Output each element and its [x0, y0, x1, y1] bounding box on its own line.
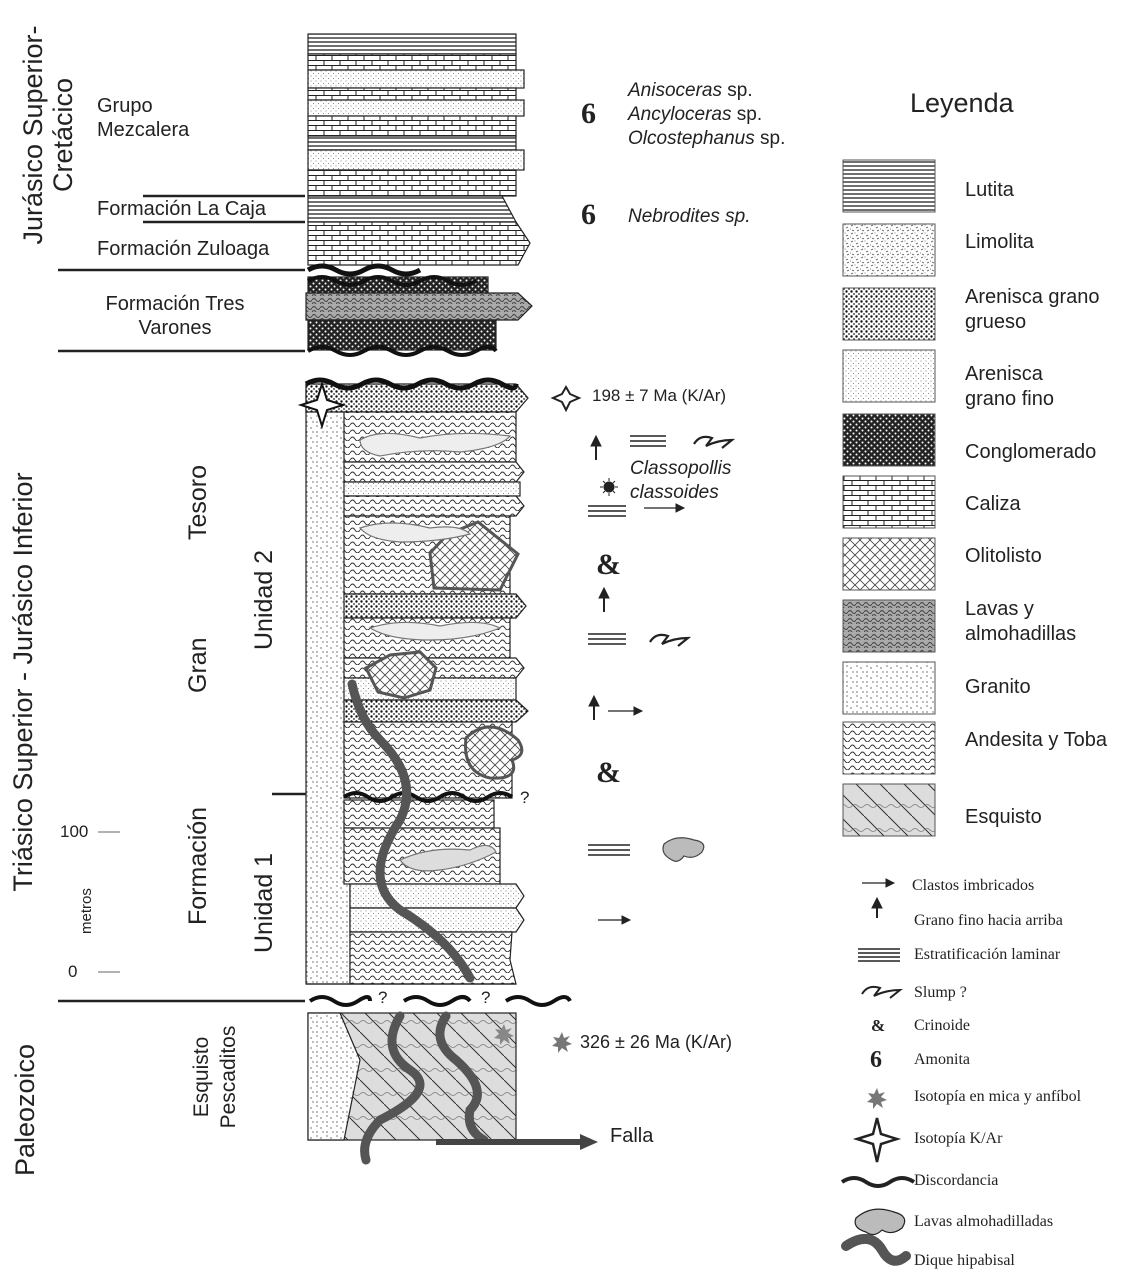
- legend-sym-clastos: Clastos imbricados: [912, 877, 1035, 894]
- upper-column: [306, 33, 531, 277]
- legend-sym-isotopia-mica: Isotopía en mica y anfíbol: [914, 1088, 1082, 1105]
- gran-tesoro-column: [304, 377, 529, 985]
- era-jurassic-cretaceous: Jurásico Superior- Cretácico: [18, 7, 78, 263]
- slump-icon: [861, 985, 903, 999]
- dike-icon: [841, 1234, 911, 1266]
- label-grupo-mezcalera: Grupo Mezcalera: [97, 94, 189, 142]
- label-line: Grupo: [97, 95, 153, 117]
- fossil-genus: Ancyloceras: [628, 104, 732, 125]
- label-gran: Gran: [184, 637, 212, 693]
- fossil-genus: Classopollis: [630, 458, 732, 479]
- starburst-icon: [867, 1088, 887, 1109]
- legend-label-olitolisto: Olitolisto: [965, 545, 1042, 567]
- crinoid-symbol-lower: &: [596, 756, 621, 789]
- scale-0: 0: [68, 962, 78, 981]
- ammonite-icon: 6: [870, 1047, 882, 1073]
- fossil-suffix: sp.: [731, 104, 763, 125]
- label-unidad-1: Unidad 1: [250, 852, 278, 953]
- legend-sym-amonita: Amonita: [914, 1051, 970, 1068]
- label-line: Formación Tres: [105, 293, 245, 315]
- era-line-2: Cretácico: [48, 77, 78, 193]
- ammonite-number-upper: 6: [581, 97, 596, 130]
- label-tesoro: Tesoro: [184, 464, 212, 540]
- star-icon: [852, 1117, 902, 1163]
- up-arrow-icon: [871, 896, 883, 918]
- legend-sym-crinoide: Crinoide: [914, 1017, 970, 1034]
- label-formacion: Formación: [184, 806, 212, 925]
- legend-label-esquisto: Esquisto: [965, 806, 1042, 828]
- tres-varones-column: [305, 275, 533, 357]
- ammonite-list: Anisoceras sp. Ancyloceras sp. Olcosteph…: [628, 79, 785, 151]
- legend-sym-laminar: Estratificación laminar: [914, 946, 1061, 963]
- question-mark-2: ?: [481, 988, 491, 1007]
- label-line: Esquisto: [190, 1036, 213, 1118]
- label-la-caja: Formación La Caja: [97, 198, 266, 220]
- scale-ticks: [98, 831, 120, 973]
- fault-label: Falla: [610, 1125, 654, 1147]
- classopollis-label: Classopollis classoides: [630, 457, 731, 505]
- arrow-icon: [862, 878, 896, 888]
- nebrodites-label: Nebrodites sp.: [628, 205, 751, 229]
- legend-title: Leyenda: [910, 88, 1014, 118]
- label-line: Pescaditos: [217, 1025, 240, 1129]
- era-line: Paleozoico: [10, 1043, 40, 1177]
- legend-label-caliza: Caliza: [965, 493, 1021, 515]
- lamination-icon: [858, 948, 900, 962]
- label-esquisto-pescaditos: Esquisto Pescaditos: [188, 1004, 242, 1150]
- ammonite-number-lower: 6: [581, 198, 596, 231]
- legend-sym-discordancia: Discordancia: [914, 1172, 999, 1189]
- wavy-line-icon: [840, 1176, 916, 1188]
- fossil-item: Ancyloceras sp.: [628, 103, 785, 127]
- fossil-genus: Nebrodites sp.: [628, 206, 751, 227]
- legend-swatches: [842, 159, 936, 837]
- label-zuloaga: Formación Zuloaga: [97, 238, 270, 260]
- legend-label-arenisca-fina: Arenisca grano fino: [965, 363, 1054, 410]
- question-mark-1: ?: [378, 988, 388, 1007]
- legend-label-arenisca-gruesa: Arenisca grano grueso: [965, 286, 1100, 333]
- legend-label-limolita: Limolita: [965, 231, 1034, 253]
- legend-label-granito: Granito: [965, 676, 1031, 698]
- era-triassic-jurassic: Triásico Superior - Jurásico Inferior: [8, 432, 38, 932]
- legend-sym-lavas: Lavas almohadilladas: [914, 1213, 1054, 1230]
- crinoid-symbol-upper: &: [596, 548, 621, 581]
- legend-sym-slump: Slump ?: [914, 984, 967, 1001]
- fossil-item: Olcostephanus sp.: [628, 127, 785, 151]
- scale-label: metros: [78, 888, 95, 934]
- fossil-genus: Anisoceras: [628, 80, 722, 101]
- fossil-species: classoides: [630, 482, 719, 503]
- era-paleozoic: Paleozoico: [10, 1020, 40, 1200]
- legend-label-andesita: Andesita y Toba: [965, 729, 1107, 751]
- scale-100: 100: [60, 822, 89, 841]
- column-symbols: [297, 380, 736, 1053]
- label-unidad-2: Unidad 2: [250, 549, 278, 650]
- legend-label-conglomerado: Conglomerado: [965, 441, 1097, 463]
- age-kar-upper: 198 ± 7 Ma (K/Ar): [592, 386, 727, 405]
- question-mark-unit: ?: [520, 788, 530, 807]
- paleozoic-column: [307, 995, 598, 1165]
- era-line-1: Jurásico Superior-: [18, 25, 48, 245]
- era-line: Triásico Superior - Jurásico Inferior: [8, 472, 38, 892]
- legend-sym-dique: Dique hipabisal: [914, 1252, 1015, 1269]
- legend-sym-grano-fino: Grano fino hacia arriba: [914, 912, 1063, 929]
- fossil-suffix: sp.: [754, 128, 786, 149]
- label-tres-varones: Formación Tres Varones: [90, 292, 260, 340]
- legend-symbol-icons: & 6: [840, 878, 916, 1266]
- age-kar-lower: 326 ± 26 Ma (K/Ar): [580, 1032, 732, 1052]
- label-line: Varones: [138, 317, 212, 339]
- legend-sym-isotopia-kar: Isotopía K/Ar: [914, 1130, 1003, 1147]
- fossil-genus: Olcostephanus: [628, 128, 755, 149]
- fossil-item: Anisoceras sp.: [628, 79, 785, 103]
- legend-label-lavas: Lavas y almohadillas: [965, 598, 1077, 645]
- crinoid-icon: &: [871, 1016, 885, 1035]
- label-line: Mezcalera: [97, 119, 190, 141]
- boundary-lines: [58, 194, 308, 1003]
- legend-label-lutita: Lutita: [965, 179, 1014, 201]
- fossil-suffix: sp.: [722, 80, 753, 101]
- pillow-lava-icon: [854, 1208, 906, 1236]
